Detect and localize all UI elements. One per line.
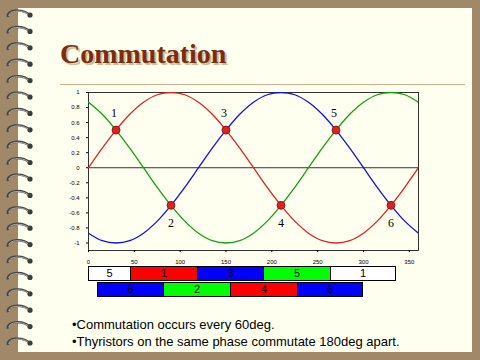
html-text:•Thyristors on the same phase: •Thyristors on the same phase commutate … xyxy=(72,334,400,349)
html-text:2: 2 xyxy=(193,283,201,295)
svg-text:6: 6 xyxy=(388,216,394,230)
html-text:Commutation: Commutation xyxy=(60,38,227,69)
html-text:•Commutation occurs every 60de: •Commutation occurs every 60deg. xyxy=(72,317,275,332)
svg-text:250: 250 xyxy=(313,259,324,265)
svg-text:0.8: 0.8 xyxy=(71,104,80,110)
html-text:3: 3 xyxy=(227,267,234,279)
svg-text:1: 1 xyxy=(76,89,80,95)
svg-text:5: 5 xyxy=(331,106,337,120)
svg-text:0.4: 0.4 xyxy=(71,135,80,141)
svg-text:-0.4: -0.4 xyxy=(69,195,80,201)
html-text:5: 5 xyxy=(106,267,113,279)
svg-text:-1: -1 xyxy=(74,240,80,246)
svg-text:350: 350 xyxy=(404,259,415,265)
svg-text:100: 100 xyxy=(175,259,186,265)
svg-text:-0.2: -0.2 xyxy=(69,180,80,186)
svg-text:300: 300 xyxy=(358,259,369,265)
svg-text:1: 1 xyxy=(111,106,117,120)
svg-text:0: 0 xyxy=(87,259,91,265)
svg-text:3: 3 xyxy=(221,106,227,120)
html-text:1: 1 xyxy=(359,267,367,279)
html-text:5: 5 xyxy=(293,267,301,279)
html-text:6: 6 xyxy=(326,283,334,295)
svg-text:150: 150 xyxy=(221,259,232,265)
html-text:1: 1 xyxy=(160,267,168,279)
svg-text:0: 0 xyxy=(76,165,80,171)
svg-text:0.6: 0.6 xyxy=(71,120,80,126)
svg-text:0.2: 0.2 xyxy=(71,150,80,156)
svg-text:2: 2 xyxy=(168,216,174,230)
html-text:4: 4 xyxy=(260,283,268,295)
svg-text:-0.8: -0.8 xyxy=(69,225,80,231)
svg-text:-0.6: -0.6 xyxy=(69,210,80,216)
svg-text:200: 200 xyxy=(267,259,278,265)
svg-text:4: 4 xyxy=(278,216,284,230)
svg-text:50: 50 xyxy=(131,259,138,265)
html-text:6: 6 xyxy=(127,283,134,295)
